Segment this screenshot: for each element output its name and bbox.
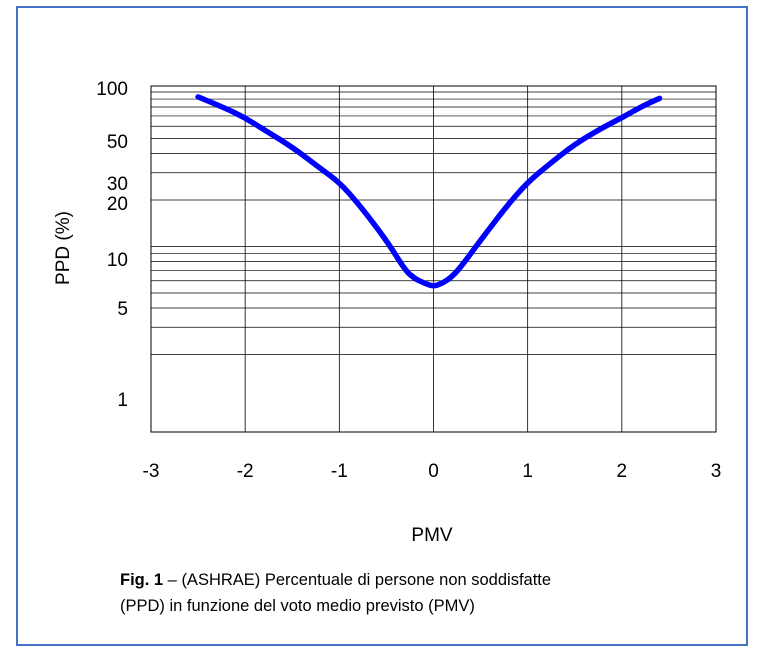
y-tick-label: 1 [117,390,128,411]
x-tick-label: 1 [522,461,533,482]
y-tick-label: 10 [107,250,128,271]
x-tick-label: -3 [143,461,160,482]
y-tick-label: 20 [107,194,128,215]
x-tick-label: 0 [428,461,439,482]
caption-line2: (PPD) in funzione del voto medio previst… [120,597,475,615]
x-tick-label: -2 [237,461,254,482]
grid [150,85,717,433]
caption-line1: – (ASHRAE) Percentuale di persone non so… [163,571,552,589]
y-tick-label: 100 [96,79,128,100]
caption-fig-label: Fig. 1 [120,571,164,589]
y-tick-label: 30 [107,174,128,195]
y-axis-label: PPD (%) [53,211,74,285]
series-layer [195,94,663,289]
x-tick-label: 3 [711,461,722,482]
x-tick-label: -1 [331,461,348,482]
y-tick-label: 50 [107,132,128,153]
y-tick-label: 5 [117,299,128,320]
x-tick-label: 2 [617,461,628,482]
figure-caption: Fig. 1 – (ASHRAE) Percentuale di persone… [120,567,760,619]
series-line [195,94,663,289]
x-axis-label: PMV [411,525,453,546]
